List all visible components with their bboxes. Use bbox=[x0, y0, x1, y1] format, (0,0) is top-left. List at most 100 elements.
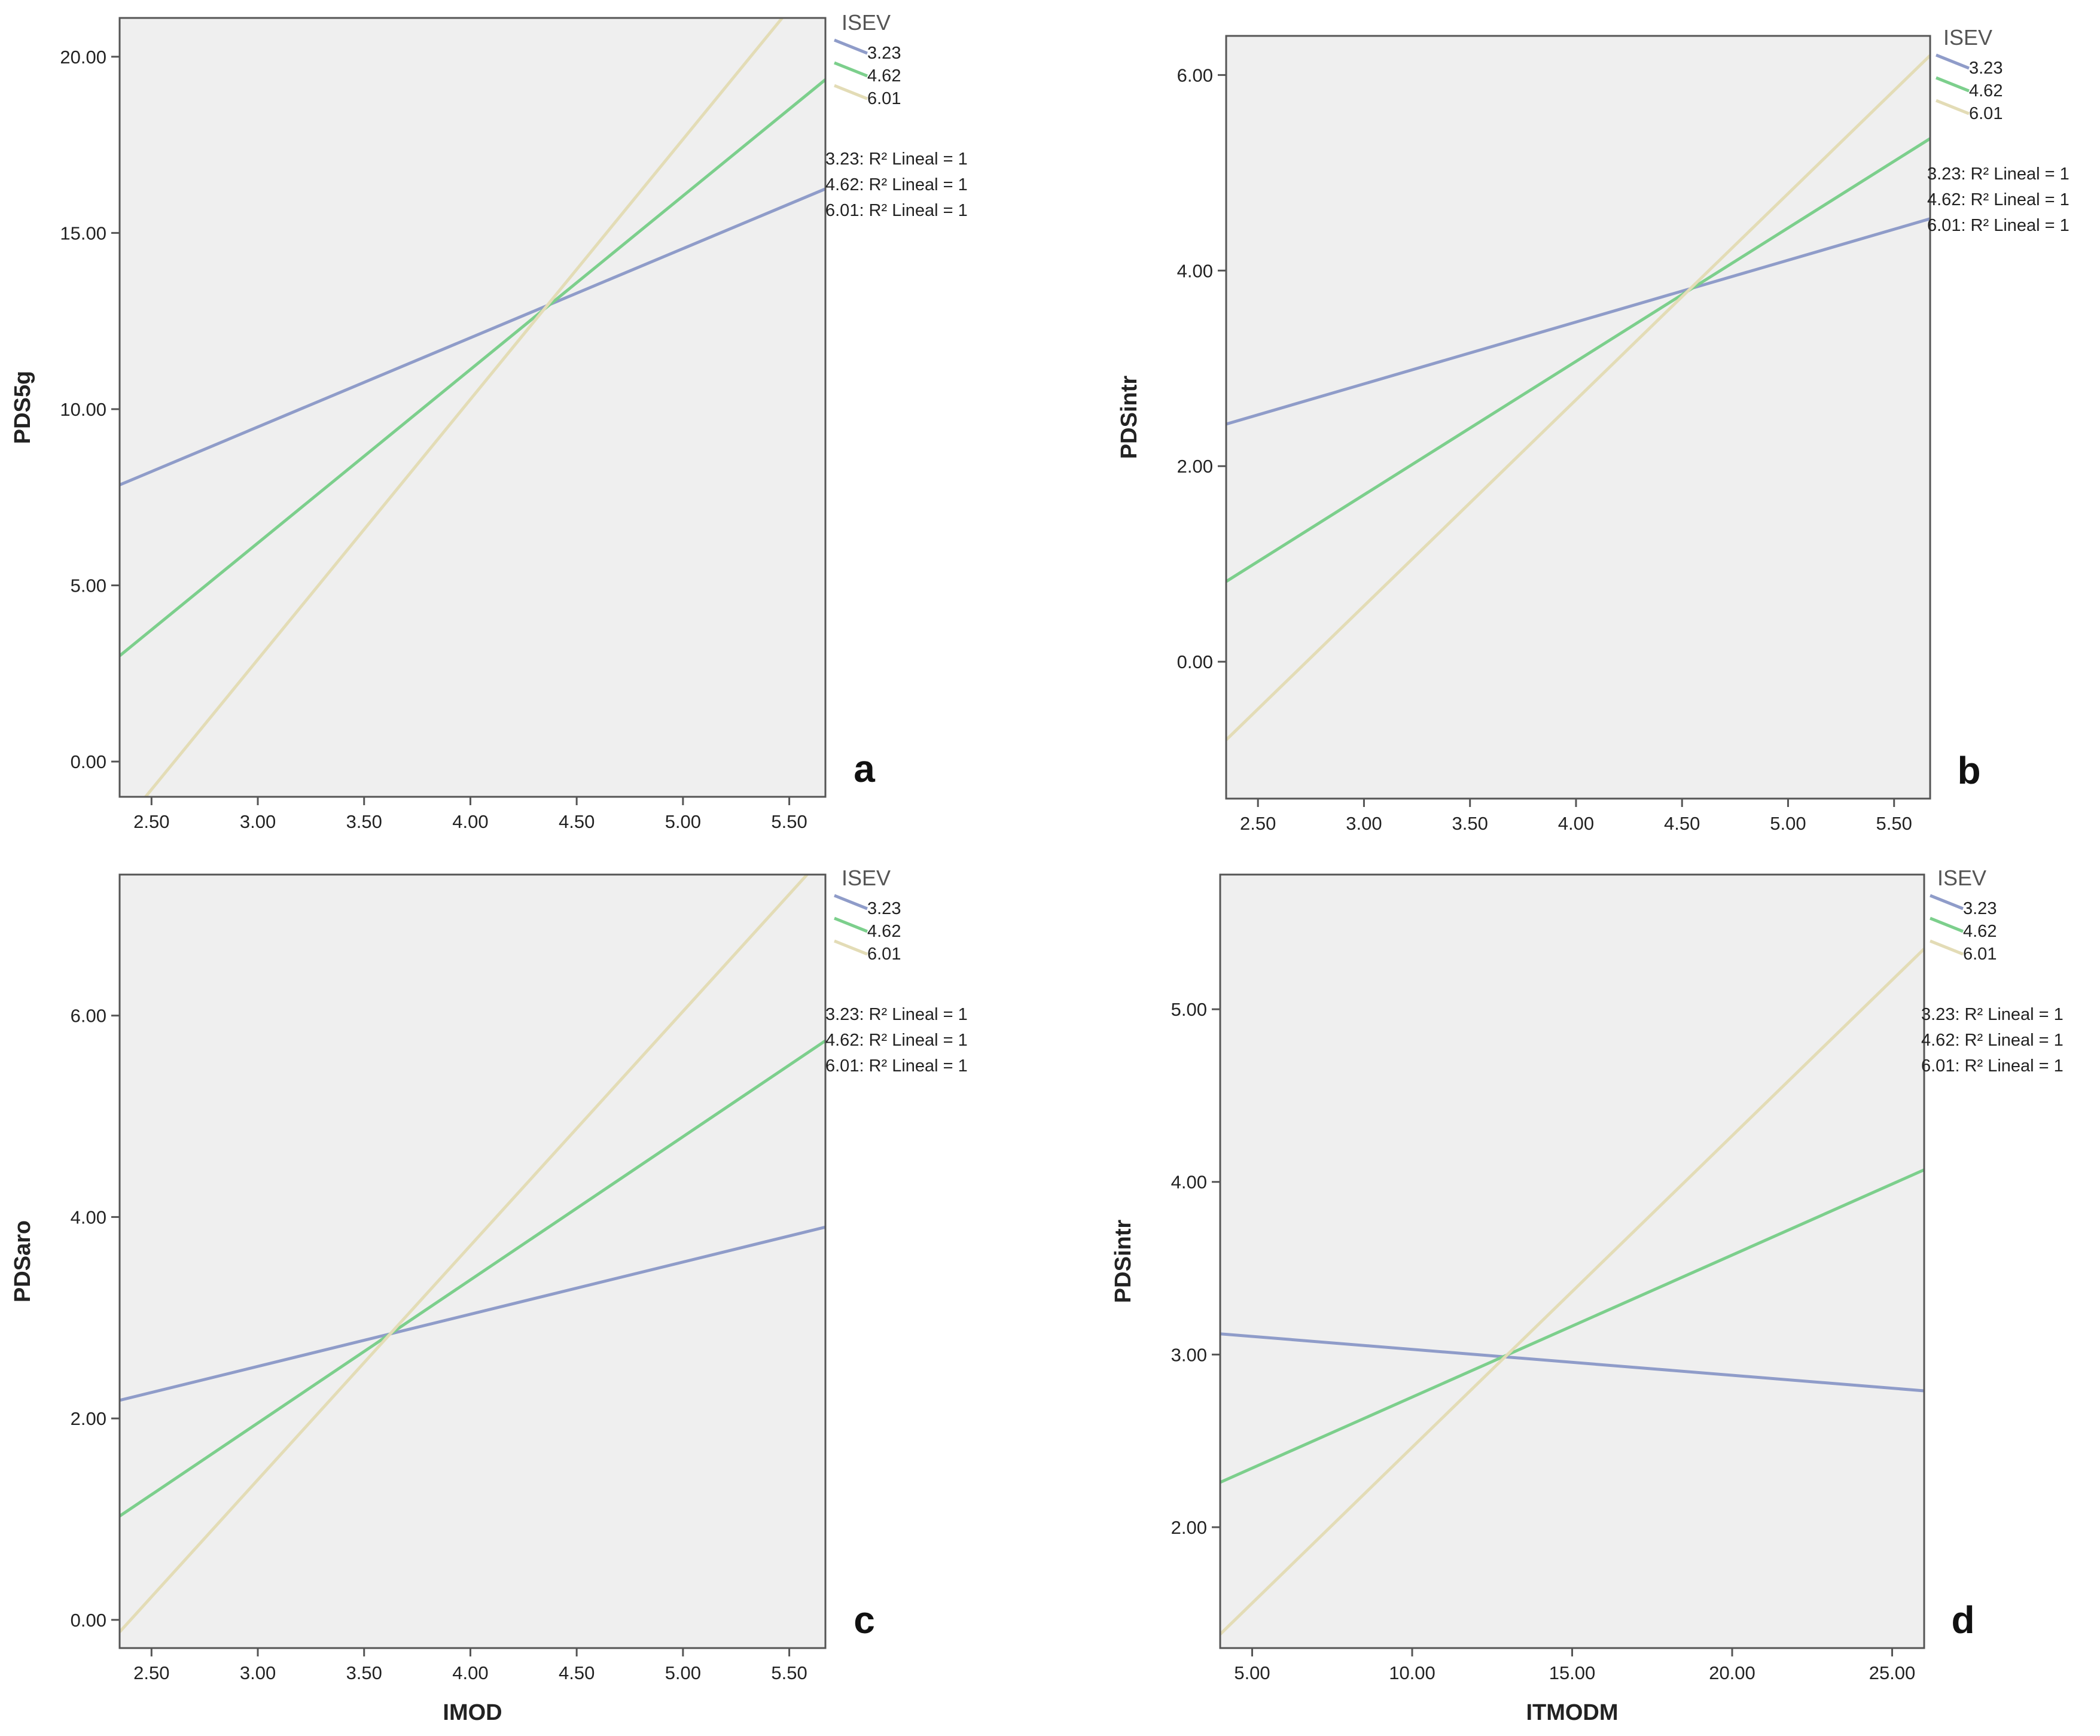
x-tick-label: 2.50 bbox=[1240, 813, 1276, 834]
plot-area bbox=[1226, 36, 1930, 799]
panel-label: b bbox=[1957, 749, 1980, 792]
y-tick-label: 4.00 bbox=[71, 1207, 106, 1228]
series-line-6.01 bbox=[1220, 948, 1924, 1636]
x-tick-label: 15.00 bbox=[1549, 1662, 1596, 1683]
legend-swatch-6.01 bbox=[1936, 99, 1970, 115]
legend-title: ISEV bbox=[1937, 866, 1986, 890]
x-tick-label: 4.50 bbox=[1664, 813, 1700, 834]
x-tick-label: 4.50 bbox=[559, 811, 595, 832]
panel-label: d bbox=[1951, 1598, 1974, 1641]
legend-r2: 4.62: R² Lineal = 1 bbox=[1927, 190, 2069, 209]
legend-r2: 6.01: R² Lineal = 1 bbox=[1927, 216, 2069, 235]
plot-area bbox=[120, 875, 825, 1648]
y-tick-label: 20.00 bbox=[60, 47, 106, 68]
legend-swatch-3.23 bbox=[1930, 894, 1964, 910]
legend-swatch-4.62 bbox=[1930, 916, 1964, 933]
y-tick-label: 0.00 bbox=[71, 1610, 106, 1631]
legend: ISEV 3.23 4.62 6.01 3.23: R² Lineal = 1 4.62:… bbox=[825, 10, 968, 220]
legend-r2: 6.01: R² Lineal = 1 bbox=[1921, 1056, 2064, 1076]
x-tick-label: 10.00 bbox=[1389, 1662, 1435, 1683]
legend-title: ISEV bbox=[1943, 25, 1992, 50]
x-tick-label: 4.00 bbox=[452, 811, 488, 832]
legend-swatch-6.01 bbox=[834, 84, 868, 100]
plot-frame bbox=[118, 873, 827, 1649]
legend-swatch-3.23 bbox=[834, 894, 868, 910]
x-tick-label: 4.00 bbox=[452, 1662, 488, 1683]
x-tick-label: 2.50 bbox=[133, 1662, 169, 1683]
y-axis-label: PDSaro bbox=[10, 1220, 35, 1302]
y-tick-label: 5.00 bbox=[1171, 999, 1207, 1020]
x-tick-label: 20.00 bbox=[1709, 1662, 1755, 1683]
x-tick-label: 3.50 bbox=[1452, 813, 1488, 834]
y-tick-label: 6.00 bbox=[71, 1006, 106, 1027]
x-tick-label: 5.00 bbox=[1770, 813, 1806, 834]
x-axis-label: ITMODM bbox=[1526, 1700, 1618, 1725]
plot-area bbox=[120, 18, 825, 797]
legend-r2: 4.62: R² Lineal = 1 bbox=[825, 1031, 968, 1050]
series-line-4.62 bbox=[1226, 137, 1930, 583]
legend-r2: 4.62: R² Lineal = 1 bbox=[825, 175, 968, 194]
legend-entry: 6.01 bbox=[867, 945, 901, 964]
series-line-6.01 bbox=[120, 875, 809, 1633]
legend-entry: 3.23 bbox=[867, 44, 901, 63]
y-tick-label: 0.00 bbox=[1177, 651, 1213, 672]
legend-entry: 3.23 bbox=[867, 899, 901, 918]
series-line-3.23 bbox=[120, 187, 825, 486]
legend-entry: 3.23 bbox=[1963, 899, 1997, 918]
legend-swatch-4.62 bbox=[834, 61, 868, 78]
y-tick-label: 4.00 bbox=[1171, 1172, 1207, 1193]
legend-swatch-4.62 bbox=[1936, 76, 1970, 93]
legend-swatch-6.01 bbox=[834, 939, 868, 956]
x-tick-label: 3.50 bbox=[346, 811, 382, 832]
y-tick-label: 2.00 bbox=[1177, 456, 1213, 477]
series-line-6.01 bbox=[144, 18, 784, 797]
legend-entry: 4.62 bbox=[1969, 81, 2003, 100]
x-tick-label: 5.00 bbox=[665, 1662, 701, 1683]
series-line-3.23 bbox=[1226, 217, 1930, 426]
chart-panel-a: 0.00 5.00 10.00 15.00 20.00 2.50 3.00 3.50 4.00 4… bbox=[10, 10, 968, 832]
x-tick-label: 5.00 bbox=[1234, 1662, 1270, 1683]
legend-title: ISEV bbox=[842, 10, 891, 35]
legend: ISEV 3.23 4.62 6.01 3.23: R² Lineal = 1 4.62:… bbox=[1921, 866, 2064, 1076]
legend-swatch-3.23 bbox=[834, 38, 868, 55]
legend-title: ISEV bbox=[842, 866, 891, 890]
legend-entry: 6.01 bbox=[867, 89, 901, 108]
x-tick-label: 5.50 bbox=[771, 811, 807, 832]
series-line-3.23 bbox=[1220, 1332, 1924, 1393]
x-tick-label: 3.00 bbox=[240, 1662, 276, 1683]
y-axis-label: PDSintr bbox=[1111, 1220, 1136, 1303]
series-line-4.62 bbox=[1220, 1168, 1924, 1484]
x-tick-label: 3.00 bbox=[1346, 813, 1382, 834]
x-tick-label: 5.50 bbox=[771, 1662, 807, 1683]
legend-swatch-3.23 bbox=[1936, 53, 1970, 70]
legend-swatch-4.62 bbox=[834, 916, 868, 933]
y-tick-label: 6.00 bbox=[1177, 65, 1213, 86]
series-line-6.01 bbox=[1226, 54, 1930, 741]
legend-r2: 3.23: R² Lineal = 1 bbox=[825, 1005, 968, 1024]
chart-panel-c: 0.00 2.00 4.00 6.00 2.50 3.00 3.50 4.00 4.50 5.00… bbox=[10, 866, 968, 1725]
legend-entry: 6.01 bbox=[1969, 104, 2003, 123]
y-tick-label: 5.00 bbox=[71, 575, 106, 596]
legend-r2: 3.23: R² Lineal = 1 bbox=[825, 150, 968, 169]
legend-entry: 3.23 bbox=[1969, 59, 2003, 78]
legend: ISEV 3.23 4.62 6.01 3.23: R² Lineal = 1 4.62:… bbox=[1927, 25, 2069, 235]
series-line-3.23 bbox=[120, 1225, 825, 1402]
y-axis-label: PDSintr bbox=[1117, 376, 1142, 459]
legend-r2: 3.23: R² Lineal = 1 bbox=[1927, 165, 2069, 184]
chart-panel-d: 2.00 3.00 4.00 5.00 5.00 10.00 15.00 20.00 25.00… bbox=[1111, 866, 2064, 1725]
legend-entry: 4.62 bbox=[867, 922, 901, 941]
legend-r2: 3.23: R² Lineal = 1 bbox=[1921, 1005, 2064, 1024]
series-line-4.62 bbox=[120, 1039, 825, 1518]
legend-r2: 6.01: R² Lineal = 1 bbox=[825, 1056, 968, 1076]
y-axis-label: PDS5g bbox=[10, 371, 35, 444]
y-tick-label: 0.00 bbox=[71, 751, 106, 772]
x-tick-label: 4.50 bbox=[559, 1662, 595, 1683]
x-tick-label: 4.00 bbox=[1558, 813, 1594, 834]
plot-frame bbox=[1225, 35, 1931, 800]
chart-panel-b: 0.00 2.00 4.00 6.00 2.50 3.00 3.50 4.00 4.50 5.00… bbox=[1117, 25, 2069, 834]
y-tick-label: 10.00 bbox=[60, 399, 106, 420]
legend-r2: 6.01: R² Lineal = 1 bbox=[825, 201, 968, 220]
y-tick-label: 4.00 bbox=[1177, 260, 1213, 281]
y-tick-label: 15.00 bbox=[60, 223, 106, 243]
